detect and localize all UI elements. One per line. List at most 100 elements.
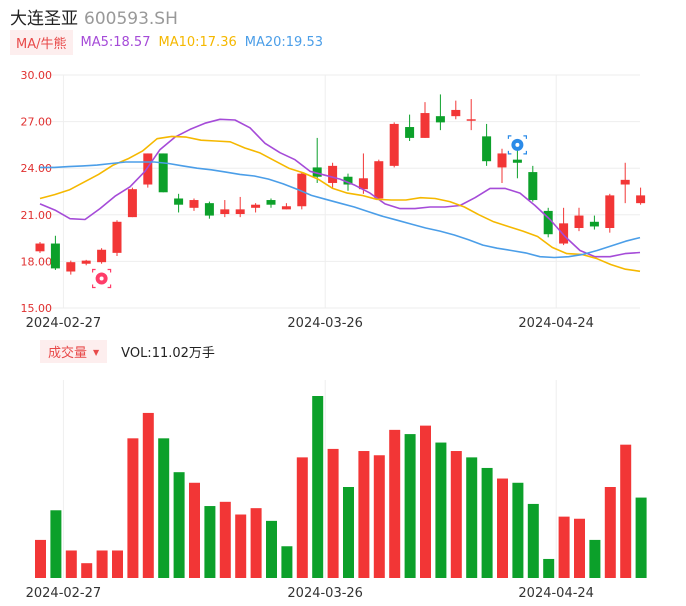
bull-icon[interactable] — [92, 268, 112, 289]
price-tick-label: 24.00 — [21, 162, 53, 175]
candle — [389, 122, 399, 168]
ma20-line — [40, 161, 641, 259]
candle-body — [620, 179, 630, 185]
candle-body — [435, 116, 445, 123]
candle-body — [158, 153, 168, 193]
candle-body — [482, 136, 492, 162]
candle — [158, 153, 168, 193]
marker-corner — [92, 284, 96, 289]
volume-bar — [574, 518, 585, 578]
candle-body — [266, 200, 276, 205]
volume-bar — [543, 558, 555, 578]
candle — [589, 215, 599, 230]
ma-legend: MA/牛熊 MA5:18.57 MA10:17.36 MA20:19.53 — [10, 29, 331, 55]
candle-body — [574, 215, 584, 229]
candle — [559, 207, 569, 246]
candle — [127, 187, 137, 218]
candle — [605, 193, 615, 233]
candle — [620, 162, 630, 204]
volume-bar — [81, 563, 93, 578]
volume-bar — [219, 501, 231, 578]
marker-corner — [507, 150, 512, 155]
volume-bar — [65, 550, 77, 578]
candle-body — [389, 123, 399, 166]
volume-bar — [266, 520, 277, 578]
stock-title: 大连圣亚 600593.SH — [10, 4, 178, 29]
volume-bar — [312, 396, 324, 578]
volume-date-tick-label: 2024-02-27 — [26, 586, 102, 601]
candle-body — [235, 209, 245, 215]
candle — [189, 198, 199, 211]
volume-bar — [497, 478, 508, 578]
volume-bar — [635, 497, 647, 578]
candle — [81, 259, 91, 266]
candle — [235, 196, 245, 218]
candle — [543, 207, 553, 238]
candle — [466, 99, 476, 131]
candle — [435, 94, 445, 131]
candle-body — [66, 262, 76, 272]
candle — [574, 207, 584, 232]
candle-body — [466, 119, 476, 121]
candle-body — [174, 198, 184, 205]
candle — [374, 159, 384, 201]
candle — [66, 260, 76, 275]
candle-body — [220, 209, 230, 215]
price-tick-label: 21.00 — [21, 209, 53, 222]
candle-body — [420, 113, 430, 138]
ma5-label: MA5:18.57 — [80, 34, 151, 50]
volume-bar — [589, 539, 601, 578]
candle — [220, 200, 230, 218]
volume-bar — [50, 510, 62, 578]
volume-bar — [173, 472, 185, 578]
candle-body — [636, 195, 646, 204]
volume-bar — [35, 539, 46, 578]
candle — [405, 114, 415, 142]
bear-icon[interactable] — [507, 135, 527, 155]
volume-bar — [235, 514, 247, 578]
volume-bar — [250, 508, 262, 578]
candle — [328, 162, 338, 188]
candle-body — [127, 189, 137, 218]
volume-bar — [404, 434, 416, 578]
volume-date-tick-label: 2024-04-24 — [518, 586, 594, 601]
volume-bar — [512, 482, 524, 578]
ma10-label: MA10:17.36 — [158, 34, 237, 50]
candle-body — [358, 178, 368, 190]
candle-body — [605, 195, 615, 229]
candle — [112, 220, 122, 256]
volume-bar — [604, 487, 616, 578]
candle-body — [112, 221, 122, 253]
candle-body — [251, 204, 261, 208]
stock-code: 600593.SH — [84, 9, 178, 29]
volume-bar — [112, 550, 123, 578]
marker-corner — [107, 284, 112, 289]
date-tick-label: 2024-02-27 — [26, 316, 102, 331]
candle — [97, 248, 107, 264]
marker-corner — [92, 268, 96, 273]
volume-bar — [466, 457, 478, 578]
marker-glyph — [99, 276, 104, 281]
ma-indicator-selector[interactable]: MA/牛熊 — [10, 29, 73, 55]
price-tick-label: 15.00 — [21, 302, 53, 315]
stock-name: 大连圣亚 — [10, 9, 78, 29]
candle-body — [204, 203, 214, 216]
candle — [174, 193, 184, 213]
date-tick-label: 2024-03-26 — [287, 316, 363, 331]
candle-body — [35, 243, 45, 252]
volume-bar — [481, 467, 493, 578]
candle-body — [543, 210, 553, 235]
candle — [143, 153, 153, 188]
volume-bar — [204, 506, 216, 578]
candle-body — [328, 165, 338, 183]
candle — [451, 100, 461, 120]
volume-bar — [527, 503, 539, 578]
volume-bar — [189, 482, 200, 578]
candle-body — [405, 127, 415, 138]
volume-indicator-selector[interactable]: 成交量 ▼ — [40, 339, 108, 363]
candle — [497, 148, 507, 183]
price-tick-label: 27.00 — [21, 116, 53, 129]
candle — [281, 203, 291, 210]
candle — [420, 102, 430, 138]
